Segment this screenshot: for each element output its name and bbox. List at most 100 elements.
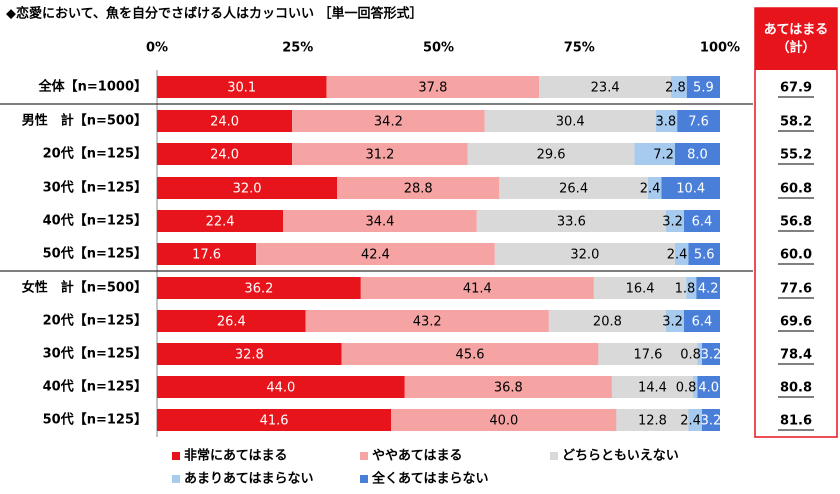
data-label: 0.8 xyxy=(676,381,697,396)
bar-segment xyxy=(674,143,720,165)
bar-segment xyxy=(157,243,257,265)
data-label: 7.6 xyxy=(688,115,709,130)
legend-label: 全くあてはまらない xyxy=(371,471,488,487)
data-label: 33.6 xyxy=(557,215,586,230)
legend-swatch xyxy=(172,475,180,483)
totals-header: （計） xyxy=(776,40,815,56)
bar-segment xyxy=(593,277,687,299)
bar-segment xyxy=(616,409,689,431)
bar-segment xyxy=(677,110,720,132)
bar-segment xyxy=(548,310,666,332)
bar-segment xyxy=(391,409,617,431)
total-label: 78.4 xyxy=(780,348,812,363)
data-label: 32.0 xyxy=(570,248,599,263)
total-label: 69.6 xyxy=(780,315,812,330)
data-label: 44.0 xyxy=(266,381,295,396)
x-tick-label: 50% xyxy=(423,41,454,56)
bar-segment xyxy=(157,310,306,332)
bar-segment xyxy=(467,143,635,165)
data-label: 5.6 xyxy=(694,248,715,263)
data-label: 2.4 xyxy=(667,248,688,263)
bar-segment xyxy=(665,210,684,232)
bar-segment xyxy=(701,343,720,365)
y-tick-label: 30代【n=125】 xyxy=(43,346,147,362)
chart-title: ◆恋愛において、魚を自分でさばける人はカッコいい ［単一回答形式］ xyxy=(6,6,422,22)
x-tick-label: 100% xyxy=(700,41,740,56)
data-label: 37.8 xyxy=(418,81,447,96)
data-label: 28.8 xyxy=(404,182,433,197)
bar-segment xyxy=(292,143,468,165)
data-label: 3.2 xyxy=(701,414,722,429)
data-label: 32.8 xyxy=(235,348,264,363)
data-label: 16.4 xyxy=(626,282,655,297)
data-label: 24.0 xyxy=(210,115,239,130)
legend-swatch xyxy=(172,452,180,460)
bar-segment xyxy=(494,243,675,265)
bar-segment xyxy=(292,110,485,132)
data-label: 26.4 xyxy=(559,182,588,197)
y-tick-label: 全体【n=1000】 xyxy=(38,79,147,95)
data-label: 3.8 xyxy=(656,115,677,130)
legend-label: どちらともいえない xyxy=(562,449,679,464)
data-label: 34.2 xyxy=(374,115,403,130)
bar-segment xyxy=(683,210,720,232)
bar-segment xyxy=(157,376,405,398)
legend-swatch xyxy=(360,452,368,460)
total-label: 81.6 xyxy=(780,414,812,429)
data-label: 30.1 xyxy=(227,81,256,96)
data-label: 36.2 xyxy=(244,282,273,297)
bar-segment xyxy=(647,177,662,199)
totals-header-bg xyxy=(755,8,837,70)
data-label: 20.8 xyxy=(593,315,622,330)
bar-segment xyxy=(341,343,599,365)
total-label: 56.8 xyxy=(780,215,812,230)
data-label: 4.2 xyxy=(698,282,719,297)
data-label: 30.4 xyxy=(556,115,585,130)
total-label: 55.2 xyxy=(780,148,812,163)
data-label: 1.8 xyxy=(675,282,696,297)
y-tick-label: 40代【n=125】 xyxy=(43,213,147,229)
data-label: 2.4 xyxy=(680,414,701,429)
bar-segment xyxy=(283,210,477,232)
y-tick-label: 男性 計【n=500】 xyxy=(22,113,147,129)
bar-segment xyxy=(688,409,702,431)
y-tick-label: 女性 計【n=500】 xyxy=(22,280,147,296)
bar-segment xyxy=(157,210,284,232)
legend-label: ややあてはまる xyxy=(372,449,462,464)
legend-label: 非常にあてはまる xyxy=(184,448,287,464)
total-label: 60.0 xyxy=(780,248,812,263)
total-label: 58.2 xyxy=(780,115,812,130)
y-tick-label: 50代【n=125】 xyxy=(43,412,147,428)
bar-segment xyxy=(337,177,500,199)
data-label: 34.4 xyxy=(365,215,394,230)
data-label: 5.9 xyxy=(693,81,714,96)
bar-segment xyxy=(305,310,549,332)
bar-segment xyxy=(696,277,720,299)
data-label: 2.8 xyxy=(665,81,686,96)
bar-segment xyxy=(326,76,540,98)
data-label: 6.4 xyxy=(692,215,713,230)
totals-header: あてはまる xyxy=(764,23,828,38)
total-label: 77.6 xyxy=(780,282,812,297)
bar-segment xyxy=(697,376,720,398)
bar-segment xyxy=(661,177,720,199)
y-tick-label: 20代【n=125】 xyxy=(43,313,147,329)
data-label: 3.2 xyxy=(662,215,683,230)
data-label: 29.6 xyxy=(537,148,566,163)
data-label: 42.4 xyxy=(361,248,390,263)
bar-segment xyxy=(499,177,648,199)
bar-segment xyxy=(157,409,392,431)
data-label: 31.2 xyxy=(365,148,394,163)
data-label: 17.6 xyxy=(633,348,662,363)
bar-segment xyxy=(674,243,689,265)
bar-segment xyxy=(157,177,338,199)
legend-swatch xyxy=(550,452,558,460)
legend-label: あまりあてはまらない xyxy=(184,472,313,487)
bar-segment xyxy=(404,376,612,398)
data-label: 6.4 xyxy=(692,315,713,330)
data-label: 8.0 xyxy=(687,148,708,163)
data-label: 17.6 xyxy=(192,248,221,263)
data-label: 36.8 xyxy=(494,381,523,396)
bar-segment xyxy=(360,277,594,299)
